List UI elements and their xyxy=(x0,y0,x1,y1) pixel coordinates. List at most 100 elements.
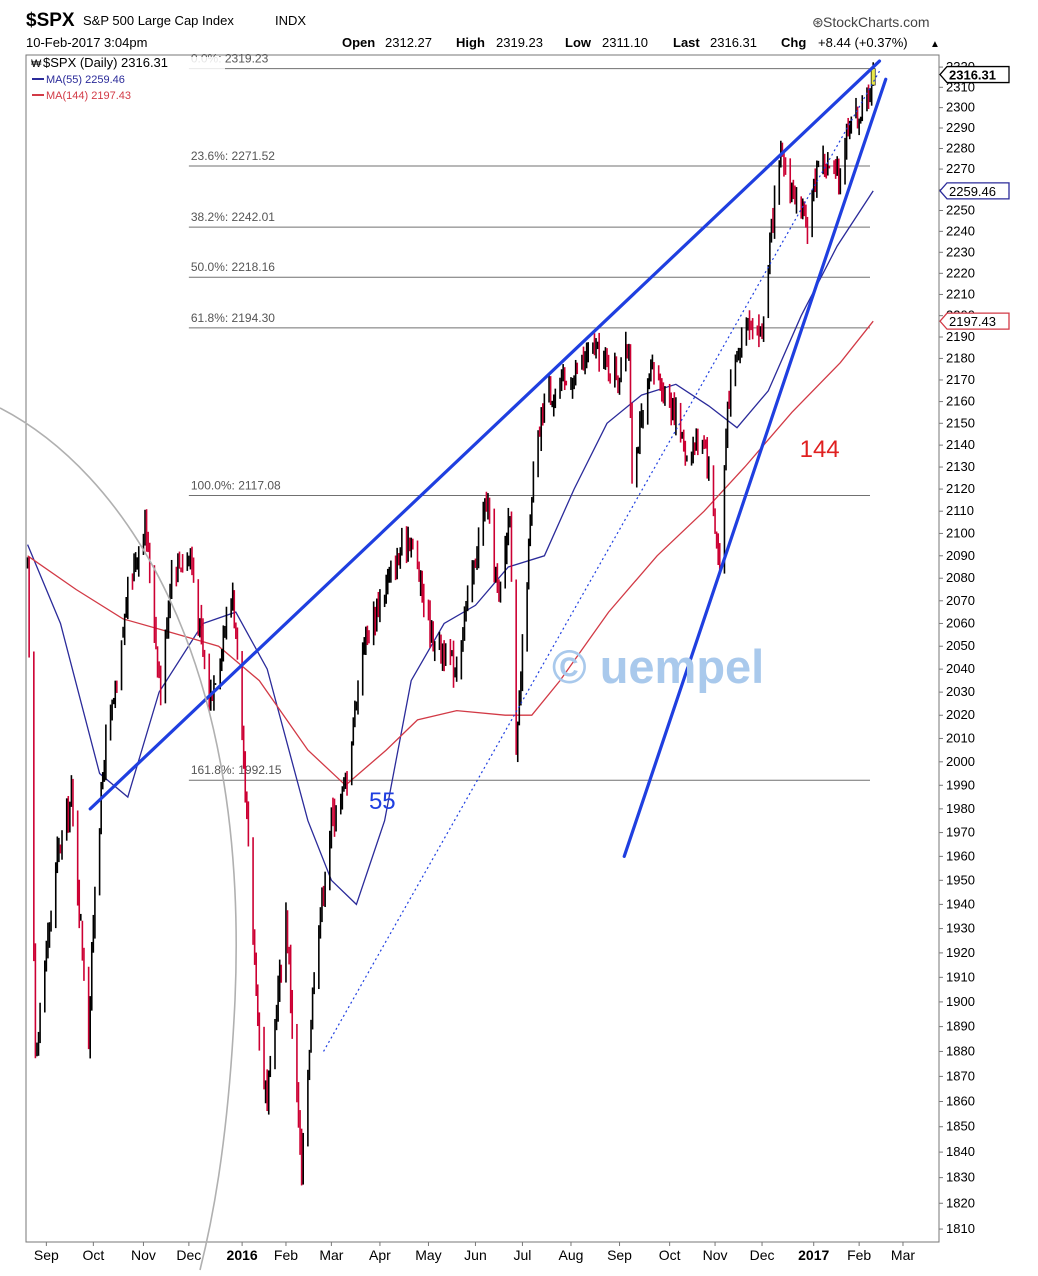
y-tick-label-44: 2250 xyxy=(946,202,975,217)
x-tick-label-6: Mar xyxy=(319,1247,343,1263)
y-tick-label-12: 1930 xyxy=(946,921,975,936)
y-tick-label-37: 2180 xyxy=(946,350,975,365)
y-tick-label-29: 2100 xyxy=(946,525,975,540)
y-tick-label-36: 2170 xyxy=(946,372,975,387)
ma55-annotation: 55 xyxy=(369,788,396,815)
y-tick-label-16: 1970 xyxy=(946,825,975,840)
y-tick-label-33: 2140 xyxy=(946,437,975,452)
y-tick-label-22: 2030 xyxy=(946,684,975,699)
y-tick-label-35: 2160 xyxy=(946,394,975,409)
y-tick-label-5: 1860 xyxy=(946,1094,975,1109)
last-value-tags: 2316.31 2259.46 2197.43 xyxy=(939,65,1010,330)
y-tick-label-48: 2290 xyxy=(946,120,975,135)
last-tag-0: 2316.31 xyxy=(939,65,1010,84)
x-axis: Sep Oct Nov Dec 2016 Feb Mar Apr May Jun Jul Aug Sep… xyxy=(34,1242,915,1263)
x-tick-label-9: Jun xyxy=(464,1247,487,1263)
fib-label-4: 61.8%: 2194.30 xyxy=(191,311,275,325)
y-tick-label-20: 2010 xyxy=(946,730,975,745)
legend-bg xyxy=(29,57,225,103)
last-tag-1: 2259.46 xyxy=(939,182,1010,200)
y-tick-label-43: 2240 xyxy=(946,223,975,238)
last-tag-text-0: 2316.31 xyxy=(949,68,996,83)
ma144-annotation: 144 xyxy=(800,436,840,463)
y-tick-label-9: 1900 xyxy=(946,994,975,1009)
open-value: 2312.27 xyxy=(385,35,432,50)
fib-label-2: 38.2%: 2242.01 xyxy=(191,210,275,224)
last-tag-box-0 xyxy=(939,65,1010,84)
x-tick-label-8: May xyxy=(415,1247,441,1263)
last-label: Last xyxy=(673,35,700,50)
fib-label-5: 100.0%: 2117.08 xyxy=(191,479,281,493)
trendlines xyxy=(88,59,888,1052)
x-tick-label-4: 2016 xyxy=(227,1247,258,1263)
high-value: 2319.23 xyxy=(496,35,543,50)
y-tick-label-49: 2300 xyxy=(946,100,975,115)
x-tick-label-17: Feb xyxy=(847,1247,871,1263)
y-tick-label-26: 2070 xyxy=(946,593,975,608)
y-tick-label-10: 1910 xyxy=(946,969,975,984)
moving-averages xyxy=(27,190,874,906)
index-name: S&P 500 Large Cap Index xyxy=(83,13,234,28)
y-tick-label-27: 2080 xyxy=(946,570,975,585)
y-tick-label-0: 1810 xyxy=(946,1221,975,1236)
y-tick-label-28: 2090 xyxy=(946,548,975,563)
last-price-bar xyxy=(870,68,876,86)
y-tick-label-47: 2280 xyxy=(946,140,975,155)
y-tick-label-30: 2110 xyxy=(946,503,974,518)
x-tick-label-15: Dec xyxy=(750,1247,775,1263)
exchange-label: INDX xyxy=(275,13,306,28)
y-tick-label-13: 1940 xyxy=(946,896,975,911)
y-tick-label-1: 1820 xyxy=(946,1195,975,1210)
chg-value: +8.44 (+0.37%) xyxy=(818,35,908,50)
x-tick-label-18: Mar xyxy=(891,1247,915,1263)
y-tick-label-2: 1830 xyxy=(946,1170,975,1185)
y-tick-label-17: 1980 xyxy=(946,801,975,816)
brand-icon: ⊛ xyxy=(812,14,824,30)
y-tick-label-19: 2000 xyxy=(946,754,975,769)
y-tick-label-11: 1920 xyxy=(946,945,975,960)
x-tick-label-2: Nov xyxy=(131,1247,156,1263)
y-tick-label-46: 2270 xyxy=(946,161,975,176)
x-tick-label-13: Oct xyxy=(659,1247,681,1263)
y-axis: 1810 1820 1830 1840 1850 1860 1870 1880 1890 1900… xyxy=(939,59,975,1236)
y-tick-label-15: 1960 xyxy=(946,848,975,863)
x-tick-label-12: Sep xyxy=(607,1247,632,1263)
y-tick-label-40: 2210 xyxy=(946,286,975,301)
chg-label: Chg xyxy=(781,35,806,50)
y-tick-label-31: 2120 xyxy=(946,481,975,496)
y-tick-label-4: 1850 xyxy=(946,1119,975,1134)
symbol-label: $SPX xyxy=(26,10,75,31)
datetime-label: 10-Feb-2017 3:04pm xyxy=(26,35,147,50)
y-tick-label-14: 1950 xyxy=(946,872,975,887)
legend: ₩ $SPX (Daily) 2316.31 MA(55) 2259.46 MA… xyxy=(29,55,225,103)
x-tick-label-7: Apr xyxy=(369,1247,391,1263)
low-label: Low xyxy=(565,35,592,50)
legend-price-icon: ₩ xyxy=(31,58,42,70)
ma144-line xyxy=(27,320,874,787)
ma55-line xyxy=(27,190,874,906)
last-tag-box-1 xyxy=(939,182,1010,200)
x-tick-label-14: Nov xyxy=(703,1247,728,1263)
y-tick-label-21: 2020 xyxy=(946,707,975,722)
high-label: High xyxy=(456,35,485,50)
plot-frame xyxy=(25,54,940,1243)
y-tick-label-24: 2050 xyxy=(946,638,975,653)
up-arrow-icon: ▲ xyxy=(930,39,940,50)
y-tick-label-25: 2060 xyxy=(946,615,975,630)
y-tick-label-8: 1890 xyxy=(946,1019,975,1034)
arc-path xyxy=(0,407,237,1271)
low-value: 2311.10 xyxy=(602,35,648,50)
y-tick-label-38: 2190 xyxy=(946,329,975,344)
x-tick-label-5: Feb xyxy=(274,1247,298,1263)
price-bars xyxy=(26,62,876,1186)
open-label: Open xyxy=(342,35,375,50)
legend-ma144: MA(144) 2197.43 xyxy=(46,90,131,102)
y-tick-label-23: 2040 xyxy=(946,661,975,676)
last-value: 2316.31 xyxy=(710,35,757,50)
watermark: © uempel xyxy=(552,640,764,693)
x-tick-label-1: Oct xyxy=(82,1247,104,1263)
y-tick-label-18: 1990 xyxy=(946,777,975,792)
x-tick-label-0: Sep xyxy=(34,1247,59,1263)
